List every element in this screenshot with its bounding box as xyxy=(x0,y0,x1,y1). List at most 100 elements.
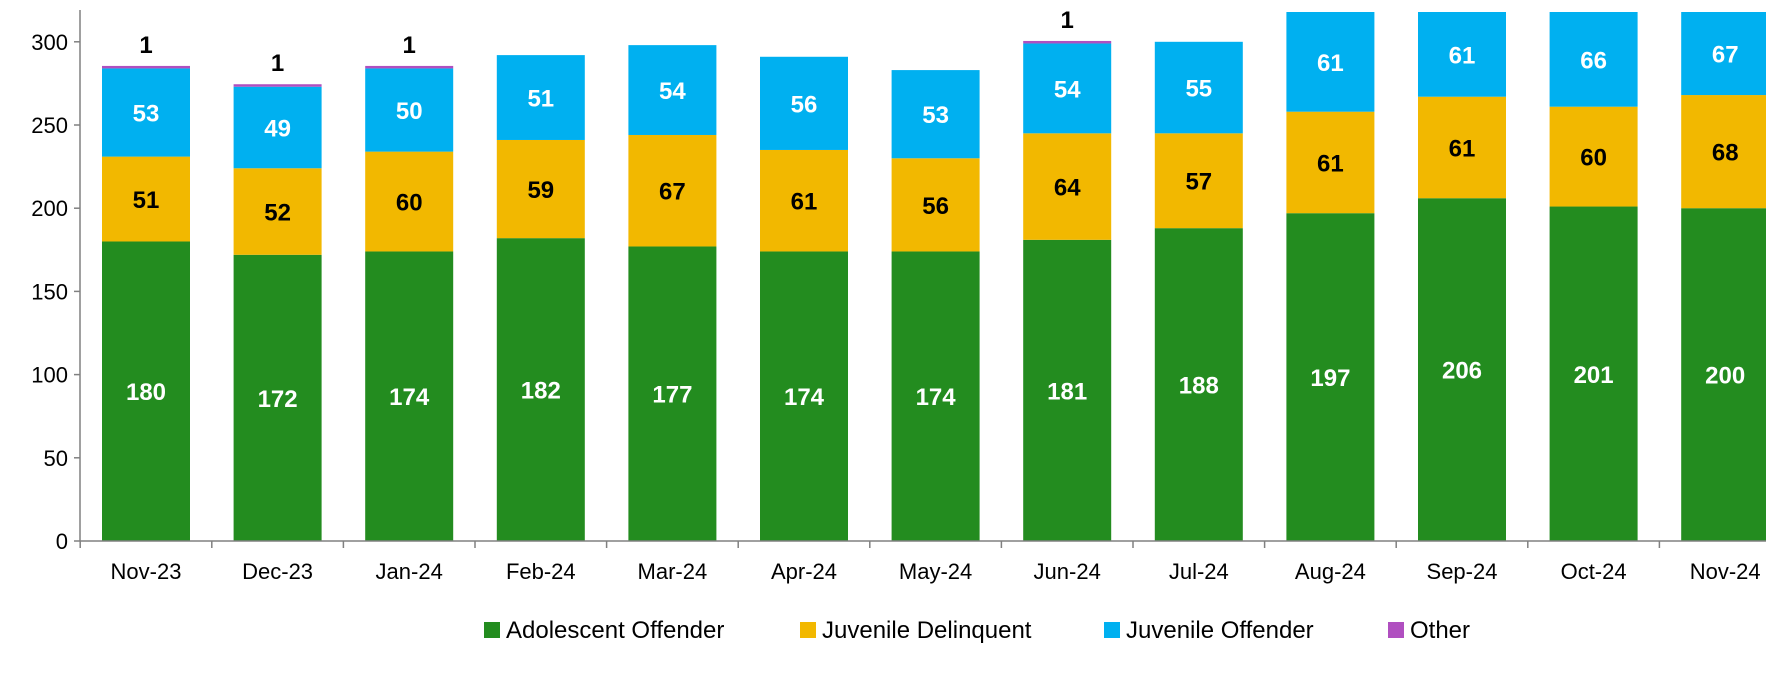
bar-segment-adolescent-offender[interactable] xyxy=(496,238,585,541)
legend-swatch xyxy=(1388,622,1404,638)
data-label: 181 xyxy=(1047,378,1087,405)
y-tick-label: 200 xyxy=(31,196,68,221)
x-tick-label: Nov-23 xyxy=(111,559,182,584)
legend-label: Adolescent Offender xyxy=(506,617,724,644)
bar-segment-juvenile-offender[interactable] xyxy=(365,68,454,152)
data-label: 1 xyxy=(1061,7,1074,34)
data-labels: 180 51 53 1 172 52 49 1 174 60 50 1 182 59 51 177 67 54 17… xyxy=(126,7,1745,413)
bar-segment-adolescent-offender[interactable] xyxy=(1549,206,1638,541)
data-label: 61 xyxy=(1317,150,1344,177)
data-label: 182 xyxy=(521,378,561,405)
data-label: 67 xyxy=(1712,42,1739,69)
bar-segment-juvenile-delinquent[interactable] xyxy=(496,139,585,239)
x-tick-label: Apr-24 xyxy=(771,559,837,584)
data-label: 1 xyxy=(139,32,152,59)
bar-segment-juvenile-delinquent[interactable] xyxy=(1681,95,1769,209)
bar-segment-adolescent-offender[interactable] xyxy=(1023,239,1112,541)
bar-segment-adolescent-offender[interactable] xyxy=(102,241,190,541)
x-tick-label: Nov-24 xyxy=(1690,559,1761,584)
bar-segment-adolescent-offender[interactable] xyxy=(1286,213,1375,541)
x-tick-label: May-24 xyxy=(899,559,972,584)
y-tick-label: 50 xyxy=(44,446,68,471)
bar-segment-adolescent-offender[interactable] xyxy=(233,254,322,541)
legend-item-juvenile-delinquent[interactable]: Juvenile Delinquent xyxy=(800,617,1032,644)
bar-segment-juvenile-delinquent[interactable] xyxy=(628,134,717,247)
bar-segment-juvenile-delinquent[interactable] xyxy=(365,151,454,252)
data-label: 53 xyxy=(922,102,949,129)
bar-segment-juvenile-delinquent[interactable] xyxy=(760,149,848,252)
bar-segment-juvenile-offender[interactable] xyxy=(1549,0,1638,107)
data-label: 50 xyxy=(396,98,423,125)
bar-segment-juvenile-delinquent[interactable] xyxy=(233,168,322,255)
bar-segment-juvenile-offender[interactable] xyxy=(891,70,980,159)
bar-segment-juvenile-offender[interactable] xyxy=(760,56,848,150)
x-tick-label: Dec-23 xyxy=(242,559,313,584)
bar-segment-juvenile-offender[interactable] xyxy=(628,45,717,135)
bar-segment-juvenile-offender[interactable] xyxy=(1681,0,1769,96)
legend-label: Juvenile Delinquent xyxy=(822,617,1032,644)
bar-segment-juvenile-offender[interactable] xyxy=(1154,41,1243,134)
y-tick-label: 0 xyxy=(56,529,68,554)
bar-segment-other[interactable] xyxy=(233,84,322,87)
bar-segment-juvenile-offender[interactable] xyxy=(233,86,322,169)
data-label: 53 xyxy=(133,101,160,128)
y-tick-label: 250 xyxy=(31,113,68,138)
legend-swatch xyxy=(1104,622,1120,638)
data-label: 55 xyxy=(1185,76,1212,103)
x-tick-label: Jul-24 xyxy=(1169,559,1229,584)
legend-item-adolescent-offender[interactable]: Adolescent Offender xyxy=(484,617,724,644)
bar-segment-juvenile-delinquent[interactable] xyxy=(1549,106,1638,207)
bar-segment-juvenile-delinquent[interactable] xyxy=(891,158,980,252)
bar-segment-adolescent-offender[interactable] xyxy=(1418,198,1506,541)
bar-segment-adolescent-offender[interactable] xyxy=(365,251,454,541)
x-tick-label: Jun-24 xyxy=(1034,559,1101,584)
data-label: 61 xyxy=(1449,135,1476,162)
bar-segment-juvenile-offender[interactable] xyxy=(496,55,585,140)
bar-segment-adolescent-offender[interactable] xyxy=(628,246,717,541)
data-label: 201 xyxy=(1574,362,1614,389)
legend-item-other[interactable]: Other xyxy=(1388,617,1470,644)
bar-segment-juvenile-delinquent[interactable] xyxy=(102,156,190,242)
y-tick-label: 150 xyxy=(31,279,68,304)
legend-label: Juvenile Offender xyxy=(1126,617,1314,644)
legend-item-juvenile-offender[interactable]: Juvenile Offender xyxy=(1104,617,1314,644)
bar-segment-adolescent-offender[interactable] xyxy=(891,251,980,541)
bar-segment-other[interactable] xyxy=(102,65,190,69)
bar-segment-juvenile-delinquent[interactable] xyxy=(1418,96,1506,199)
bar-segment-juvenile-offender[interactable] xyxy=(1418,0,1506,97)
data-label: 60 xyxy=(396,190,423,217)
bar-segment-juvenile-delinquent[interactable] xyxy=(1154,133,1243,229)
bar-segment-juvenile-offender[interactable] xyxy=(1286,10,1375,112)
data-label: 206 xyxy=(1442,358,1482,385)
data-label: 56 xyxy=(922,193,949,220)
data-label: 1 xyxy=(403,32,416,59)
data-label: 60 xyxy=(1580,145,1607,172)
bar-segment-adolescent-offender[interactable] xyxy=(1681,208,1769,541)
data-label: 174 xyxy=(916,384,957,411)
data-label: 67 xyxy=(659,179,686,206)
bar-segment-juvenile-offender[interactable] xyxy=(1023,43,1112,134)
data-label: 197 xyxy=(1310,365,1350,392)
bar-segment-adolescent-offender[interactable] xyxy=(760,251,848,541)
data-label: 56 xyxy=(791,91,818,118)
data-label: 66 xyxy=(1580,47,1607,74)
data-label: 61 xyxy=(1449,42,1476,69)
data-label: 200 xyxy=(1705,363,1745,390)
data-label: 172 xyxy=(258,386,298,413)
x-tick-label: Aug-24 xyxy=(1295,559,1366,584)
bar-segment-juvenile-delinquent[interactable] xyxy=(1286,111,1375,214)
data-label: 59 xyxy=(527,177,554,204)
y-tick-label: 300 xyxy=(31,30,68,55)
data-label: 51 xyxy=(527,86,554,113)
bar-segment-juvenile-offender[interactable] xyxy=(102,68,190,157)
bar-segment-juvenile-delinquent[interactable] xyxy=(1023,133,1112,240)
bar-segment-other[interactable] xyxy=(365,65,454,69)
legend-swatch xyxy=(484,622,500,638)
data-label: 51 xyxy=(133,187,160,214)
bar-segment-other[interactable] xyxy=(1023,40,1112,44)
data-label: 61 xyxy=(791,189,818,216)
data-label: 174 xyxy=(389,384,430,411)
bar-segment-adolescent-offender[interactable] xyxy=(1154,228,1243,541)
